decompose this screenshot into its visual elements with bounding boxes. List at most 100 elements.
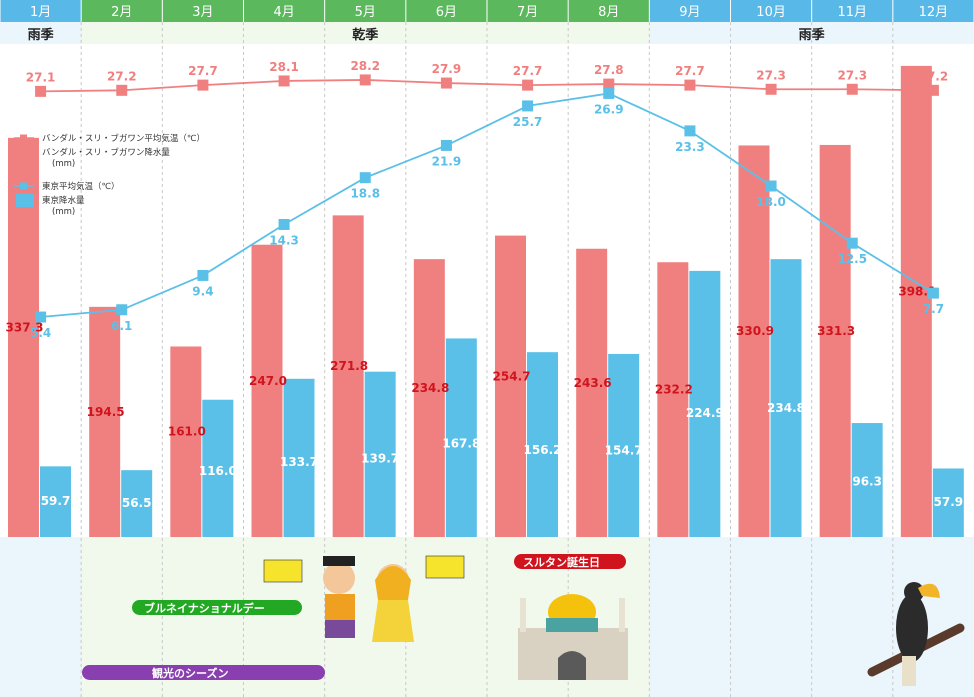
month-header-cell (325, 0, 406, 22)
precip-label-tokyo: 116.0 (199, 464, 237, 478)
temp-marker-bsb (440, 77, 452, 89)
precip-bar-bsb (819, 144, 851, 537)
temp-marker-tokyo (765, 180, 777, 192)
precip-label-tokyo: 139.7 (361, 452, 399, 466)
temp-label-bsb: 27.9 (432, 62, 462, 76)
temp-marker-tokyo (278, 218, 290, 230)
month-header-cell (649, 0, 730, 22)
mosque-drum (546, 618, 598, 632)
precip-bar-tokyo (202, 399, 234, 537)
temp-marker-bsb (522, 79, 534, 91)
temp-label-tokyo: 25.7 (513, 115, 543, 129)
precip-label-tokyo: 56.5 (122, 496, 152, 510)
month-header-cell (0, 0, 81, 22)
temp-label-tokyo: 26.9 (594, 102, 624, 116)
legend: バンダル・スリ・ブガワン平均気温（℃）バンダル・スリ・ブガワン降水量(mm)東京… (14, 133, 205, 217)
precip-label-bsb: 271.8 (330, 359, 368, 373)
temp-label-bsb: 27.7 (513, 64, 543, 78)
legend-bar-swatch (16, 194, 34, 207)
temp-marker-tokyo (116, 304, 128, 316)
temp-marker-bsb (684, 79, 696, 91)
precip-label-bsb: 330.9 (736, 324, 774, 338)
precip-label-bsb: 247.0 (249, 374, 287, 388)
boy-head (323, 562, 355, 594)
precip-bar-bsb (495, 235, 526, 538)
temp-marker-tokyo (684, 125, 696, 137)
temp-label-bsb: 27.7 (188, 64, 218, 78)
precip-label-tokyo: 224.9 (686, 406, 724, 420)
temp-label-bsb: 28.1 (269, 60, 299, 74)
month-label: 11月 (837, 5, 867, 20)
temp-label-tokyo: 14.3 (269, 233, 299, 247)
precip-bar-bsb (251, 244, 283, 537)
month-header-cell (487, 0, 568, 22)
temp-marker-bsb (846, 83, 858, 95)
precip-label-tokyo: 156.2 (524, 443, 562, 457)
legend-label: (mm) (52, 207, 75, 217)
temp-marker-bsb (603, 78, 615, 90)
month-label: 2月 (111, 5, 132, 20)
month-header-cell (731, 0, 812, 22)
precip-label-tokyo: 59.7 (41, 494, 71, 508)
girl-dress (372, 600, 414, 642)
temp-marker-bsb (765, 83, 777, 95)
legend-label: 東京降水量 (42, 195, 85, 206)
legend-marker-swatch (20, 134, 27, 142)
bird-body (896, 594, 928, 662)
month-header-cell (81, 0, 162, 22)
precip-bar-tokyo (527, 352, 558, 537)
mosque-door (558, 651, 586, 680)
temp-marker-bsb (197, 79, 209, 91)
precip-bar-bsb (900, 65, 932, 537)
legend-bar-swatch (16, 146, 34, 159)
month-header-cell (812, 0, 893, 22)
temp-label-bsb: 28.2 (350, 59, 380, 73)
event-tag-sultan-birthday (514, 554, 626, 569)
precip-bar-tokyo (283, 378, 315, 537)
precip-label-bsb: 232.2 (655, 383, 693, 397)
temp-label-bsb: 27.3 (756, 68, 786, 82)
brunei-flag-left (263, 559, 303, 583)
precip-bar-bsb (170, 346, 202, 537)
month-label: 8月 (598, 5, 619, 20)
precip-bar-bsb (657, 262, 689, 537)
precip-label-bsb: 234.8 (411, 381, 449, 395)
mosque-minaret (520, 598, 526, 632)
precip-bar-bsb (738, 145, 770, 537)
temp-label-tokyo: 12.5 (837, 252, 867, 266)
legend-label: 東京平均気温（℃） (42, 181, 120, 192)
month-label: 7月 (517, 5, 538, 20)
temp-label-tokyo: 7.7 (923, 302, 944, 316)
precip-bar-tokyo (608, 353, 640, 537)
precip-bar-tokyo (689, 270, 721, 537)
temp-label-bsb: 27.2 (919, 69, 949, 83)
temp-marker-tokyo (522, 100, 534, 112)
temp-marker-tokyo (603, 87, 615, 99)
temp-marker-tokyo (197, 269, 209, 281)
precip-bar-bsb (89, 306, 121, 537)
boy-sarong (325, 620, 355, 638)
temp-marker-bsb (116, 84, 128, 96)
temp-label-tokyo: 23.3 (675, 140, 705, 154)
event-label-national-day: ブルネイナショナルデー (144, 601, 265, 615)
precip-label-bsb: 331.3 (817, 324, 855, 338)
month-label: 9月 (679, 5, 700, 20)
precip-bar-bsb (332, 215, 364, 537)
precip-label-bsb: 161.0 (168, 425, 206, 439)
precip-bar-tokyo (770, 259, 802, 537)
month-label: 5月 (355, 5, 376, 20)
month-label: 4月 (273, 5, 294, 20)
bird-beak (918, 583, 940, 598)
precip-bar-tokyo (364, 371, 396, 537)
month-label: 10月 (756, 5, 786, 20)
temp-label-bsb: 27.3 (837, 68, 867, 82)
temp-label-tokyo: 9.4 (192, 284, 213, 298)
temp-marker-tokyo (359, 172, 371, 184)
mosque-minaret (619, 598, 625, 632)
month-header-cell (406, 0, 487, 22)
precip-label-bsb: 243.6 (574, 376, 612, 390)
precip-bar-tokyo (40, 466, 71, 537)
event-label-sultan-birthday: スルタン誕生日 (523, 555, 600, 569)
temp-line-tokyo (40, 92, 934, 318)
temp-marker-tokyo (846, 237, 858, 249)
